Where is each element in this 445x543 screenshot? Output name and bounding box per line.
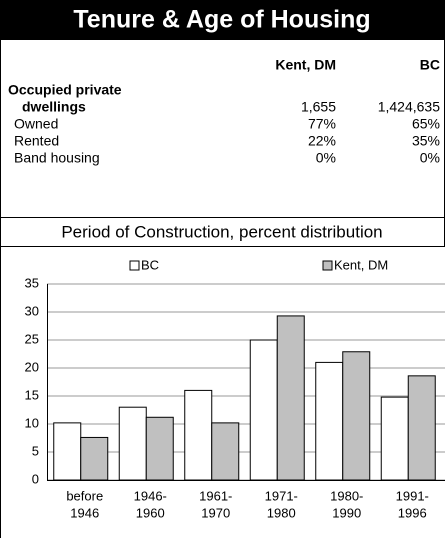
cell: 0% — [316, 150, 336, 166]
column-header: BC — [420, 57, 440, 73]
legend-label: BC — [141, 257, 159, 272]
x-tick-label: 1991- — [396, 488, 429, 503]
bar — [407, 375, 436, 481]
x-tick-label: 1971- — [265, 488, 298, 503]
cell: 65% — [412, 116, 440, 132]
y-tick-label: 20 — [25, 359, 39, 374]
bar — [315, 361, 344, 481]
x-tick-label: 1946- — [134, 488, 167, 503]
y-tick-label: 35 — [25, 275, 39, 290]
x-tick-label: 1946 — [70, 505, 99, 520]
bar — [80, 436, 109, 481]
x-tick-label: 1990 — [332, 505, 361, 520]
row-label: Band housing — [14, 150, 100, 166]
row-label: Occupied private — [8, 82, 122, 98]
bar — [276, 315, 305, 481]
row-label: Rented — [14, 133, 59, 149]
legend-swatch — [322, 260, 333, 271]
cell: 77% — [308, 116, 336, 132]
y-tick-label: 10 — [25, 415, 39, 430]
bar — [145, 416, 174, 481]
x-tick-label: 1970 — [201, 505, 230, 520]
chart: 0 5 10 15 20 25 30 35 BC Kent, DM before 1946 1946- 1… — [25, 257, 445, 520]
header-title: Tenure & Age of Housing — [73, 6, 370, 34]
row-label: dwellings — [22, 99, 86, 115]
cell: 0% — [420, 150, 440, 166]
y-tick-label: 5 — [32, 443, 39, 458]
x-tick-label: 1961- — [199, 488, 232, 503]
x-tick-label: before — [66, 488, 103, 503]
bar — [342, 351, 371, 481]
row-label: Owned — [14, 116, 58, 132]
bar — [118, 406, 147, 481]
bar — [184, 389, 213, 481]
cell: 1,655 — [301, 99, 336, 115]
x-tick-label: 1960 — [136, 505, 165, 520]
chart-title: Period of Construction, percent distribu… — [61, 222, 382, 241]
legend-label: Kent, DM — [334, 257, 388, 272]
y-tick-label: 30 — [25, 303, 39, 318]
bar — [53, 422, 82, 481]
legend-swatch — [129, 260, 140, 271]
column-header: Kent, DM — [275, 57, 336, 73]
y-tick-label: 15 — [25, 387, 39, 402]
cell: 35% — [412, 133, 440, 149]
cell: 1,424,635 — [378, 99, 440, 115]
y-tick-label: 25 — [25, 331, 39, 346]
x-tick-label: 1980- — [330, 488, 363, 503]
x-tick-label: 1980 — [267, 505, 296, 520]
bar — [211, 422, 240, 481]
header-bar — [0, 0, 445, 40]
cell: 22% — [308, 133, 336, 149]
bar — [380, 396, 409, 481]
y-tick-label: 0 — [32, 471, 39, 486]
bar — [249, 339, 278, 481]
x-tick-label: 1996 — [398, 505, 427, 520]
